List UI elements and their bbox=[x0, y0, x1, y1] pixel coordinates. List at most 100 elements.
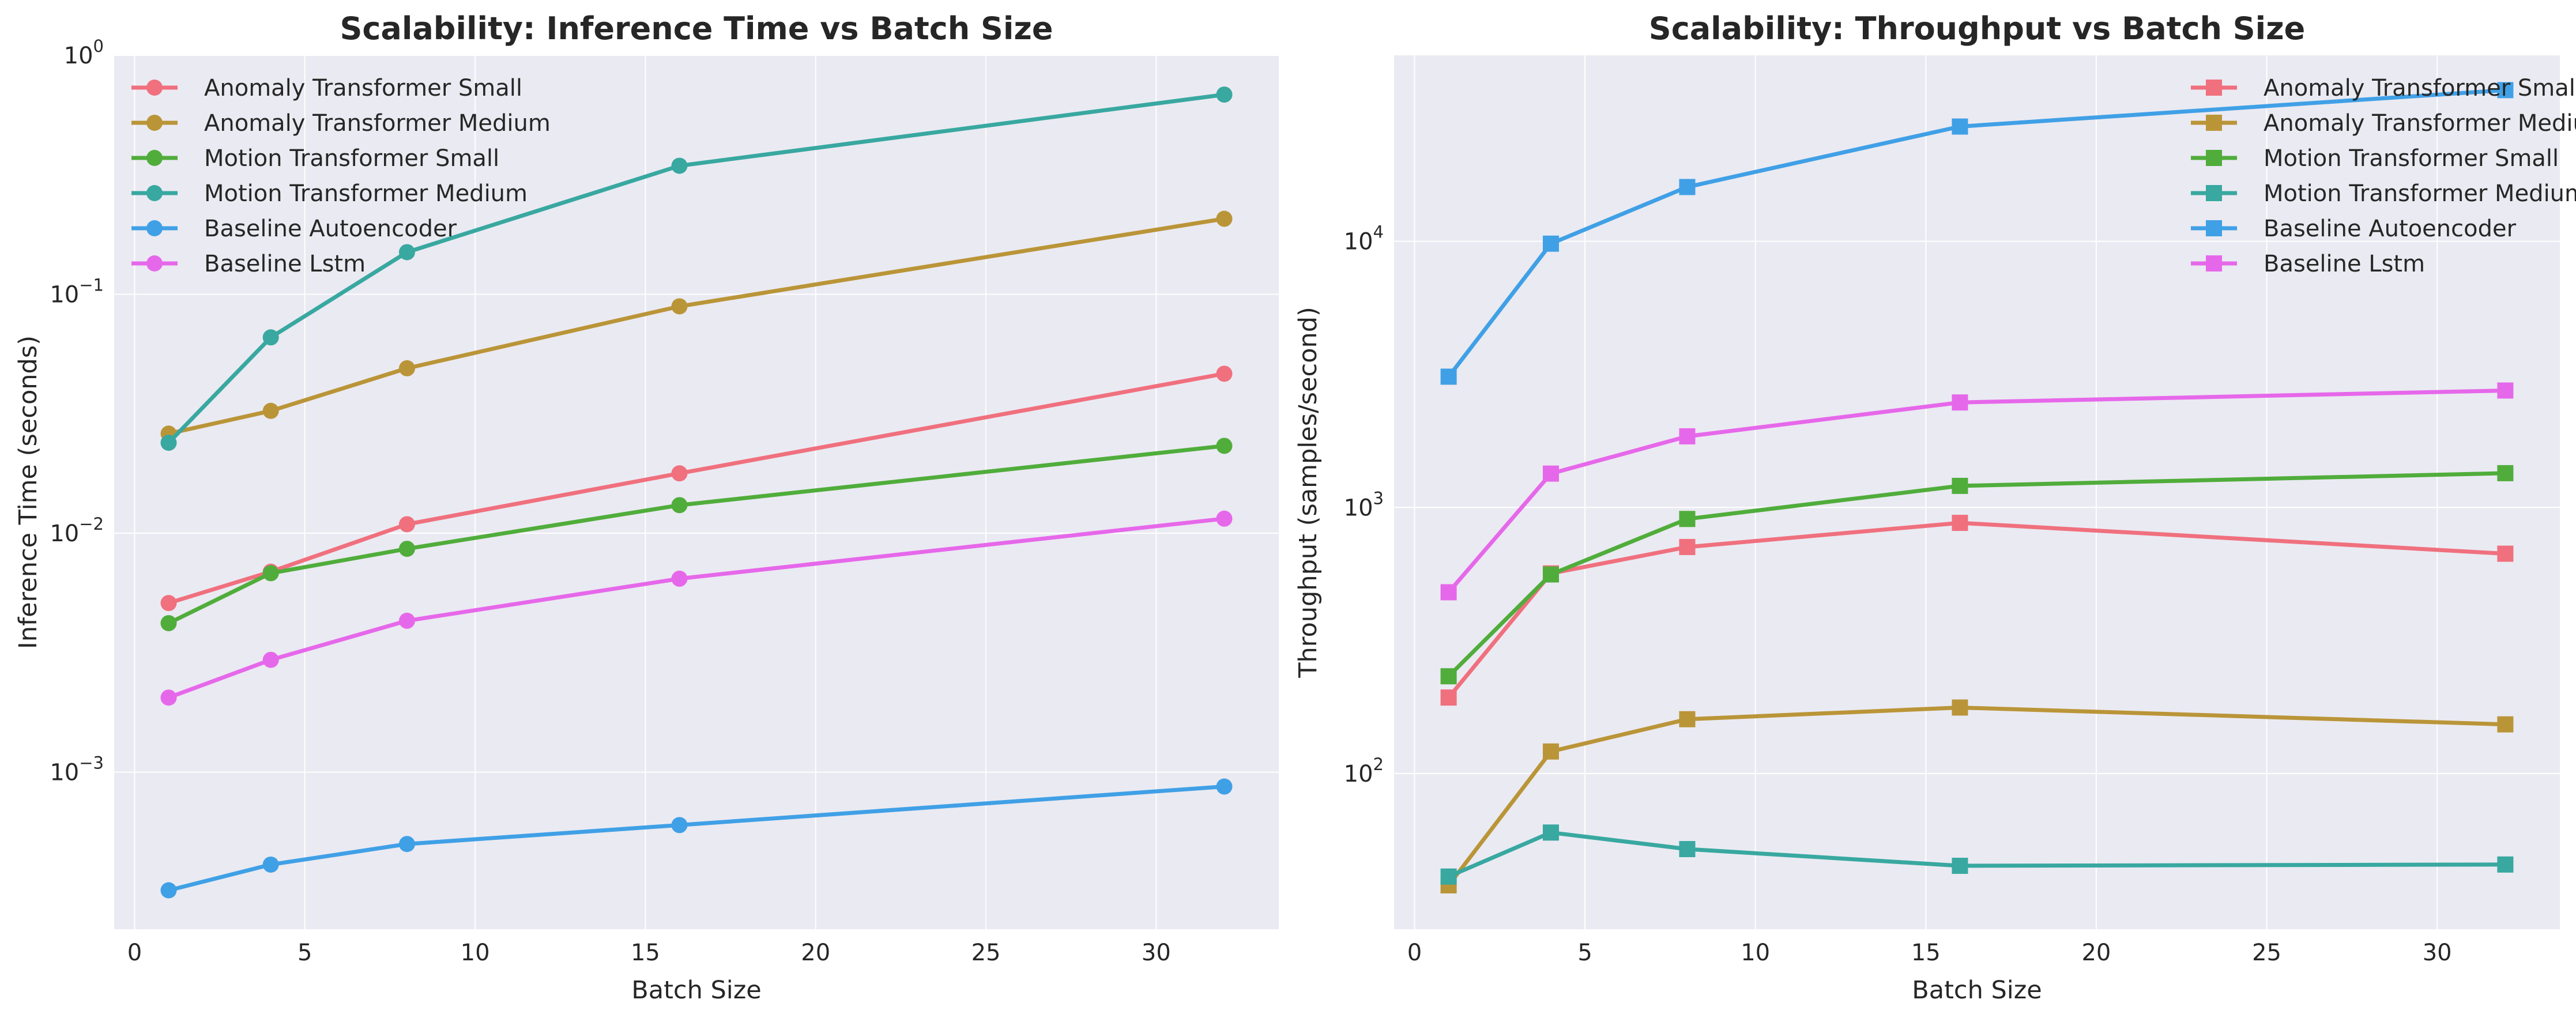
data-point bbox=[671, 817, 688, 834]
data-point bbox=[1679, 428, 1696, 444]
legend-marker bbox=[146, 80, 163, 96]
data-point bbox=[160, 689, 177, 706]
x-tick-label: 5 bbox=[1577, 940, 1592, 966]
legend-label: Anomaly Transformer Small bbox=[204, 75, 522, 101]
data-point bbox=[160, 615, 177, 632]
legend-label: Anomaly Transformer Small bbox=[2264, 75, 2576, 101]
legend-marker bbox=[2206, 150, 2222, 166]
data-point bbox=[398, 541, 415, 557]
data-point bbox=[1440, 584, 1457, 601]
legend-item: Baseline Lstm bbox=[131, 251, 366, 277]
data-point bbox=[2497, 716, 2514, 733]
x-tick-label: 15 bbox=[631, 940, 660, 966]
data-point bbox=[2497, 82, 2514, 99]
y-tick-label: 102 bbox=[1344, 755, 1384, 787]
series-anomaly-transformer-medium bbox=[160, 210, 1233, 442]
data-point bbox=[398, 360, 415, 376]
legend-item: Anomaly Transformer Small bbox=[2191, 75, 2576, 101]
data-point bbox=[398, 836, 415, 853]
series-lines bbox=[1440, 82, 2514, 893]
series-baseline-lstm bbox=[1440, 382, 2514, 601]
y-tick-label: 103 bbox=[1344, 488, 1384, 521]
data-point bbox=[262, 565, 279, 582]
data-point bbox=[1440, 689, 1457, 706]
series-lines bbox=[160, 86, 1233, 899]
data-point bbox=[1542, 743, 1559, 760]
legend: Anomaly Transformer Small Anomaly Transfo… bbox=[2191, 75, 2576, 277]
data-point bbox=[1440, 668, 1457, 685]
y-tick-label: 100 bbox=[64, 36, 104, 69]
x-tick-labels: 0 5 10 15 20 25 30 bbox=[1407, 940, 2452, 966]
legend-item: Motion Transformer Medium bbox=[131, 180, 528, 207]
data-point bbox=[671, 157, 688, 174]
legend-label: Motion Transformer Small bbox=[2264, 145, 2559, 172]
data-point bbox=[671, 465, 688, 482]
chart-title: Scalability: Throughput vs Batch Size bbox=[1649, 10, 2305, 47]
data-point bbox=[1542, 566, 1559, 583]
data-point bbox=[1679, 711, 1696, 727]
x-tick-label: 0 bbox=[127, 940, 142, 966]
data-point bbox=[2497, 545, 2514, 562]
legend-label: Motion Transformer Medium bbox=[204, 180, 528, 207]
data-point bbox=[1679, 538, 1696, 555]
x-tick-label: 30 bbox=[2423, 940, 2452, 966]
x-axis-label: Batch Size bbox=[1912, 976, 2042, 1005]
x-tick-label: 20 bbox=[2081, 940, 2111, 966]
series-baseline-lstm bbox=[160, 510, 1233, 706]
data-point bbox=[1216, 365, 1233, 382]
y-axis-label: Throughput (samples/second) bbox=[1294, 307, 1323, 678]
data-point bbox=[262, 651, 279, 668]
data-point bbox=[1216, 210, 1233, 227]
legend-marker bbox=[146, 150, 163, 166]
data-point bbox=[2497, 382, 2514, 399]
series-motion-transformer-small bbox=[160, 438, 1233, 632]
gridlines bbox=[1394, 55, 2560, 929]
inference-time-chart: 0 5 10 15 20 25 30 100 10−1 10−2 10−3 Anomaly Tra… bbox=[14, 10, 1279, 1005]
data-point bbox=[1440, 368, 1457, 385]
data-point bbox=[262, 856, 279, 873]
data-point bbox=[1952, 858, 1968, 874]
x-tick-label: 20 bbox=[801, 940, 830, 966]
data-point bbox=[1952, 477, 1968, 494]
data-point bbox=[1952, 699, 1968, 716]
y-axis-label: Inference Time (seconds) bbox=[14, 335, 43, 649]
data-point bbox=[2497, 465, 2514, 481]
legend-label: Anomaly Transformer Medium bbox=[2264, 110, 2576, 137]
y-tick-label: 104 bbox=[1344, 222, 1384, 255]
legend-item: Baseline Lstm bbox=[2191, 251, 2425, 277]
legend-marker bbox=[2206, 220, 2222, 236]
data-point bbox=[1952, 394, 1968, 411]
legend-label: Baseline Lstm bbox=[2264, 251, 2425, 277]
x-tick-label: 10 bbox=[1741, 940, 1770, 966]
x-tick-label: 15 bbox=[1911, 940, 1941, 966]
legend-item: Motion Transformer Small bbox=[2191, 145, 2559, 172]
x-tick-labels: 0 5 10 15 20 25 30 bbox=[127, 940, 1171, 966]
data-point bbox=[2497, 856, 2514, 873]
x-tick-label: 0 bbox=[1407, 940, 1422, 966]
data-point bbox=[1216, 438, 1233, 454]
y-tick-label: 10−2 bbox=[50, 514, 104, 547]
data-point bbox=[1216, 86, 1233, 103]
series-motion-transformer-medium bbox=[1440, 824, 2514, 885]
legend-label: Baseline Autoencoder bbox=[204, 216, 457, 242]
legend-item: Anomaly Transformer Medium bbox=[131, 110, 551, 137]
x-tick-label: 5 bbox=[297, 940, 312, 966]
legend-marker bbox=[2206, 80, 2222, 96]
legend-label: Motion Transformer Medium bbox=[2264, 180, 2576, 207]
legend-marker bbox=[2206, 255, 2222, 271]
data-point bbox=[398, 612, 415, 629]
legend-item: Baseline Autoencoder bbox=[2191, 216, 2517, 242]
data-point bbox=[160, 595, 177, 612]
data-point bbox=[398, 244, 415, 261]
legend-marker bbox=[2206, 185, 2222, 201]
data-point bbox=[1542, 824, 1559, 841]
data-point bbox=[1952, 118, 1968, 135]
data-point bbox=[1679, 841, 1696, 858]
legend-label: Baseline Autoencoder bbox=[2264, 216, 2517, 242]
y-tick-labels: 100 10−1 10−2 10−3 bbox=[50, 36, 104, 786]
x-tick-label: 25 bbox=[2252, 940, 2281, 966]
legend-item: Motion Transformer Medium bbox=[2191, 180, 2576, 207]
plot-area bbox=[1394, 55, 2560, 929]
data-point bbox=[1679, 511, 1696, 527]
legend-marker bbox=[2206, 115, 2222, 131]
